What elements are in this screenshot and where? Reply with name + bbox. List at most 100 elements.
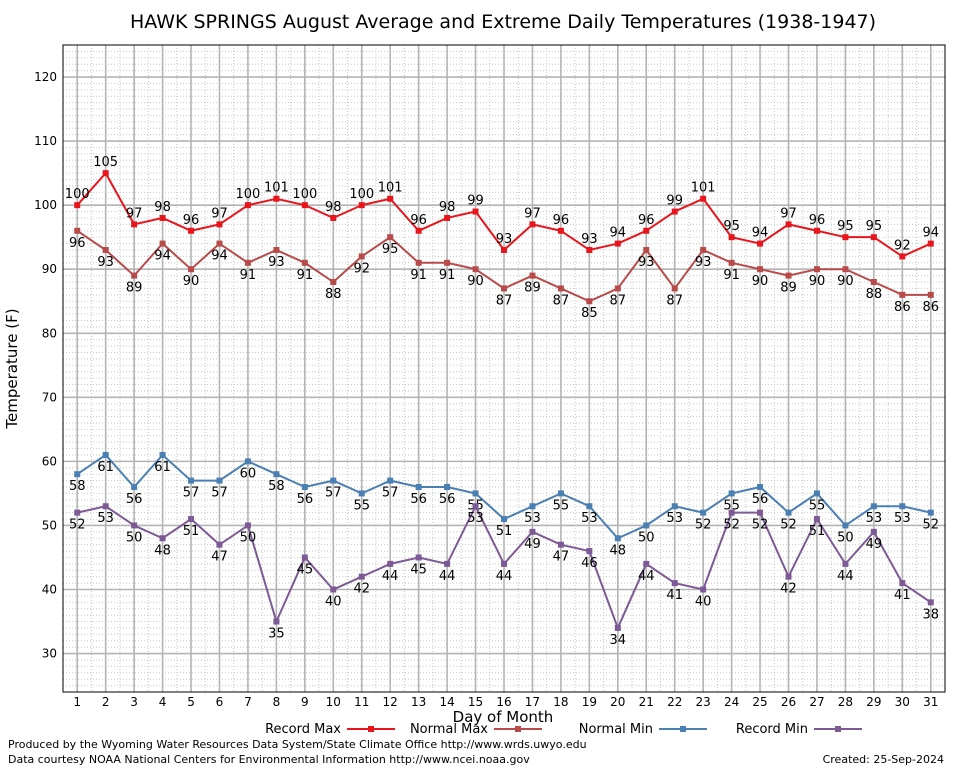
- data-point-record-max: [330, 214, 337, 221]
- x-tick-label: 28: [838, 695, 853, 709]
- data-label-record-min: 34: [610, 633, 627, 648]
- data-label-normal-max: 91: [723, 268, 740, 283]
- data-point-record-min: [643, 560, 650, 567]
- data-point-normal-min: [358, 490, 365, 497]
- data-point-record-max: [757, 240, 764, 247]
- data-point-normal-min: [244, 458, 251, 465]
- x-tick-label: 25: [752, 695, 767, 709]
- data-label-normal-min: 52: [695, 518, 712, 533]
- data-label-record-min: 44: [496, 569, 513, 584]
- data-point-normal-max: [330, 279, 337, 286]
- data-label-record-max: 96: [553, 213, 570, 228]
- x-tick-label: 21: [639, 695, 654, 709]
- data-point-normal-min: [501, 516, 507, 523]
- data-point-normal-min: [444, 484, 451, 491]
- data-label-record-max: 93: [496, 232, 513, 247]
- data-label-record-max: 95: [837, 219, 854, 234]
- data-point-normal-min: [785, 509, 792, 516]
- data-point-normal-min: [74, 471, 81, 478]
- data-label-record-min: 53: [97, 511, 114, 526]
- data-point-normal-max: [842, 266, 849, 273]
- data-point-record-min: [757, 509, 764, 516]
- data-point-normal-min: [614, 535, 621, 542]
- data-point-record-min: [671, 580, 678, 587]
- data-point-normal-min: [102, 451, 109, 458]
- data-label-normal-min: 48: [610, 543, 627, 558]
- data-point-record-max: [813, 227, 820, 234]
- data-point-record-min: [614, 624, 621, 631]
- x-tick-label: 27: [809, 695, 824, 709]
- data-point-record-max: [415, 227, 422, 234]
- data-point-normal-min: [813, 490, 820, 497]
- data-label-normal-min: 53: [581, 511, 598, 526]
- data-point-record-min: [927, 599, 934, 606]
- data-label-record-max: 101: [378, 181, 403, 196]
- data-point-record-max: [131, 221, 138, 228]
- data-point-record-min: [216, 541, 223, 548]
- data-label-record-min: 44: [837, 569, 854, 584]
- x-tick-label: 7: [244, 695, 252, 709]
- data-point-record-min: [700, 586, 707, 593]
- data-label-record-min: 40: [695, 595, 712, 610]
- legend-marker-record-min: [835, 726, 841, 732]
- data-point-normal-max: [643, 246, 650, 253]
- y-tick-label: 110: [34, 134, 57, 148]
- data-label-normal-max: 89: [524, 281, 541, 296]
- data-label-normal-max: 89: [780, 281, 797, 296]
- data-point-normal-max: [614, 285, 621, 292]
- data-point-normal-min: [415, 484, 422, 491]
- x-tick-label: 15: [468, 695, 483, 709]
- data-point-record-max: [159, 214, 166, 221]
- data-label-normal-max: 91: [297, 268, 314, 283]
- data-label-normal-min: 57: [183, 486, 200, 501]
- data-label-record-min: 50: [126, 530, 143, 545]
- data-point-record-min: [813, 516, 820, 523]
- data-label-record-max: 96: [183, 213, 200, 228]
- data-point-record-min: [102, 503, 109, 510]
- data-point-normal-max: [700, 246, 707, 253]
- data-point-normal-max: [74, 227, 81, 234]
- x-tick-label: 19: [582, 695, 597, 709]
- data-label-normal-min: 50: [837, 530, 854, 545]
- x-tick-label: 3: [130, 695, 138, 709]
- data-point-record-min: [472, 503, 479, 510]
- data-point-normal-max: [415, 259, 422, 266]
- data-point-record-max: [74, 202, 81, 209]
- data-label-normal-max: 91: [410, 268, 427, 283]
- data-label-normal-max: 93: [97, 255, 114, 270]
- data-point-record-max: [301, 202, 308, 209]
- x-tick-label: 6: [216, 695, 224, 709]
- data-label-normal-min: 57: [211, 486, 228, 501]
- data-label-normal-min: 55: [723, 498, 740, 513]
- data-label-normal-max: 96: [69, 236, 86, 251]
- data-label-normal-min: 57: [325, 486, 342, 501]
- data-label-record-min: 44: [638, 569, 655, 584]
- data-label-record-min: 48: [154, 543, 171, 558]
- data-label-normal-max: 90: [467, 274, 484, 289]
- data-label-record-max: 99: [467, 194, 484, 209]
- x-tick-label: 4: [159, 695, 167, 709]
- data-point-record-min: [728, 509, 735, 516]
- data-point-record-min: [870, 528, 877, 535]
- data-label-normal-max: 87: [496, 293, 513, 308]
- data-point-normal-max: [244, 259, 251, 266]
- footer-created: Created: 25-Sep-2024: [822, 753, 944, 766]
- data-label-normal-max: 88: [325, 287, 342, 302]
- data-label-record-min: 49: [524, 537, 541, 552]
- data-label-normal-min: 51: [496, 524, 513, 539]
- data-point-record-min: [415, 554, 422, 561]
- data-label-record-max: 105: [93, 155, 118, 170]
- x-tick-label: 31: [923, 695, 938, 709]
- data-point-record-min: [444, 560, 451, 567]
- data-label-normal-max: 87: [553, 293, 570, 308]
- y-tick-label: 90: [42, 262, 57, 276]
- x-tick-label: 22: [667, 695, 682, 709]
- data-label-normal-min: 56: [410, 492, 427, 507]
- data-label-record-max: 97: [524, 206, 541, 221]
- data-point-record-min: [301, 554, 308, 561]
- y-tick-label: 60: [42, 454, 57, 468]
- data-point-normal-min: [131, 484, 138, 491]
- data-label-record-max: 96: [410, 213, 427, 228]
- data-label-normal-min: 50: [638, 530, 655, 545]
